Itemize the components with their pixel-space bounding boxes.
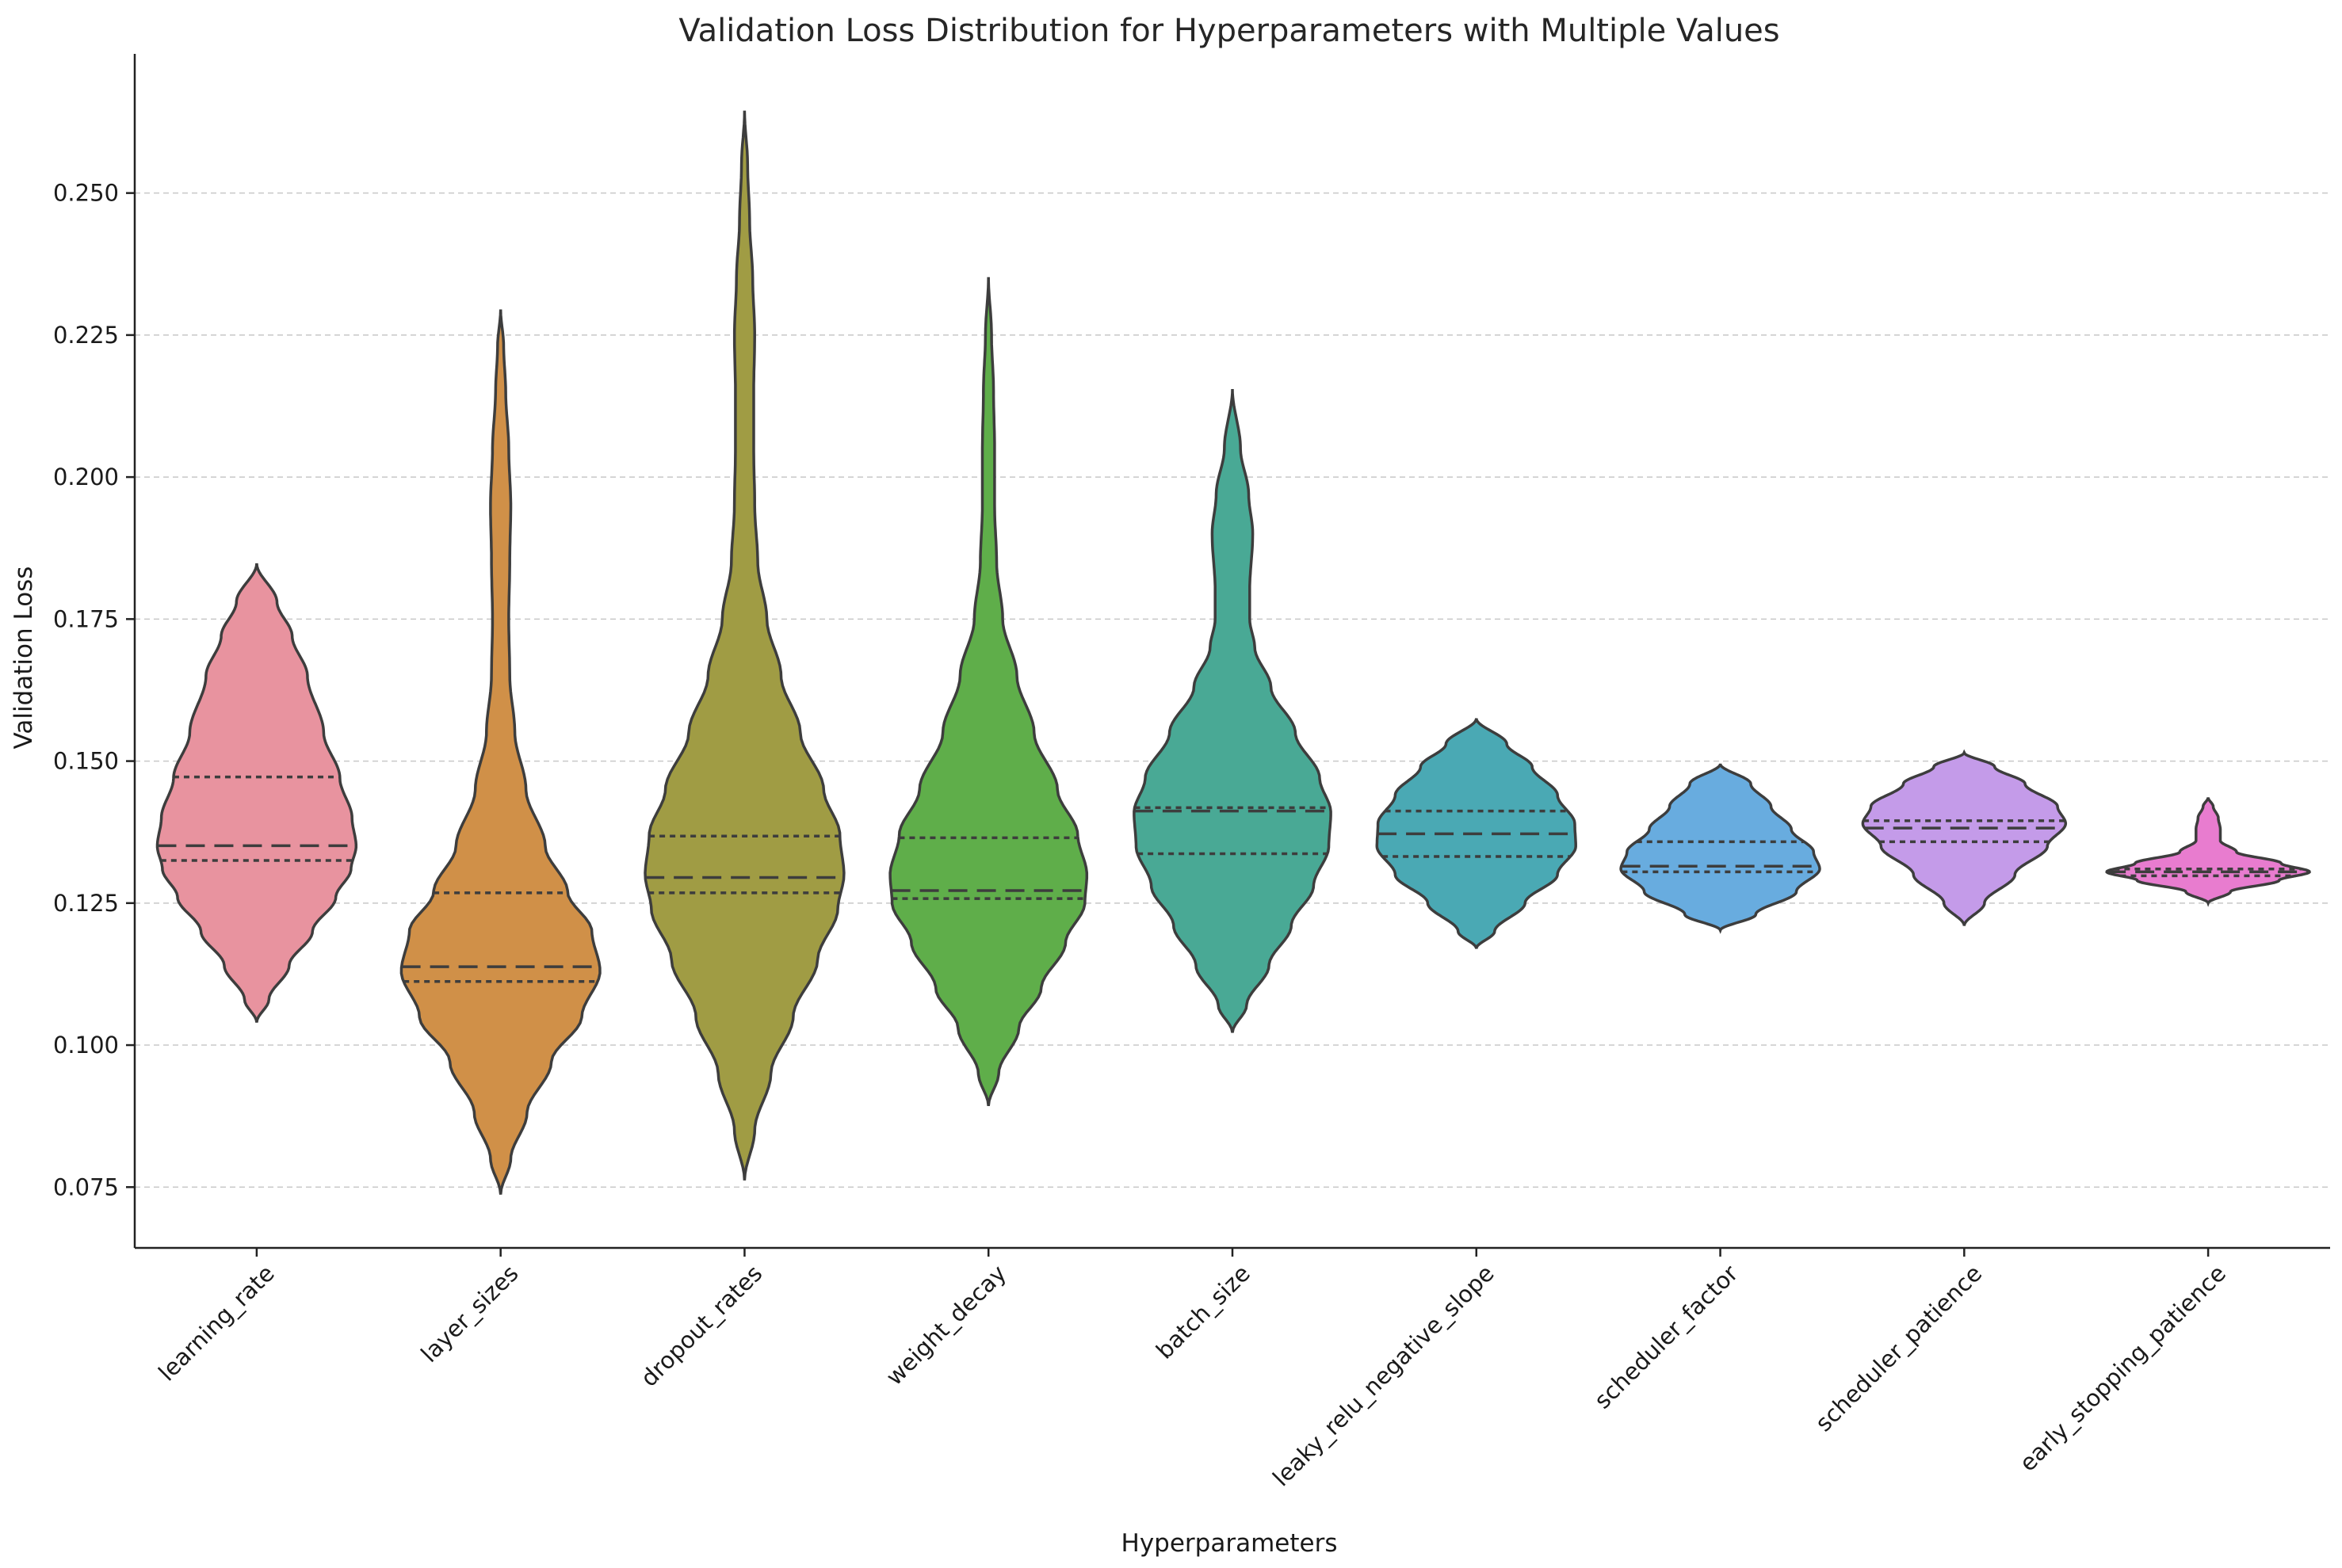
x-tick-label: scheduler_patience (1810, 1260, 1987, 1436)
y-tick-label: 0.250 (53, 180, 119, 207)
y-tick-label: 0.150 (53, 748, 119, 775)
x-tick-label: layer_sizes (415, 1260, 523, 1368)
violin-weight_decay (888, 277, 1089, 1107)
violin-learning_rate (155, 563, 358, 1023)
y-tick-label: 0.175 (53, 605, 119, 632)
y-tick-label: 0.225 (53, 322, 119, 349)
x-tick-label: early_stopping_patience (2014, 1260, 2231, 1477)
y-tick-label: 0.075 (53, 1173, 119, 1200)
x-axis-label: Hyperparameters (1121, 1529, 1338, 1558)
violin-layer (155, 110, 2311, 1195)
x-tick-label: batch_size (1151, 1260, 1255, 1364)
violin-scheduler_factor (1619, 763, 1821, 934)
y-tick-label: 0.200 (53, 464, 119, 490)
y-axis-label: Validation Loss (10, 567, 38, 750)
violin-scheduler_patience (1861, 749, 2068, 926)
violin-layer_sizes (399, 309, 602, 1195)
y-tick-label: 0.125 (53, 890, 119, 917)
y-tick-label: 0.100 (53, 1032, 119, 1059)
x-tick-label: scheduler_factor (1589, 1260, 1744, 1414)
x-tick-label: leaky_relu_negative_slope (1267, 1260, 1499, 1491)
x-tick-label: weight_decay (881, 1260, 1011, 1391)
violin-dropout_rates (644, 110, 846, 1181)
violin-batch_size (1133, 388, 1332, 1033)
chart-title: Validation Loss Distribution for Hyperpa… (678, 13, 1779, 49)
x-tick-label: dropout_rates (636, 1260, 768, 1392)
x-tick-label: learning_rate (153, 1260, 280, 1387)
violin-early_stopping_patience (2105, 797, 2311, 907)
